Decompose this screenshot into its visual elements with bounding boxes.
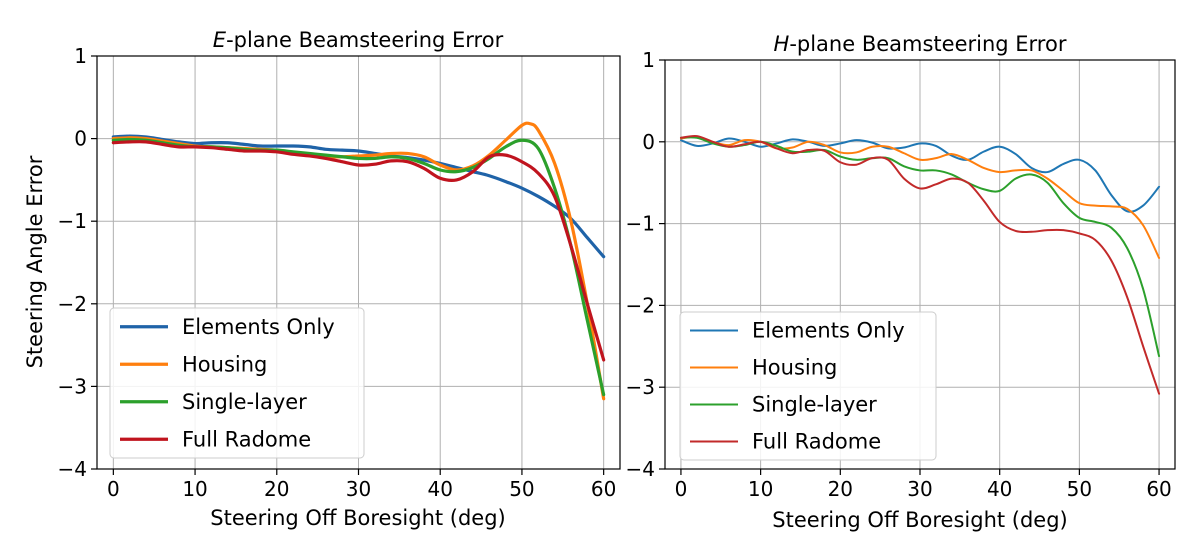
h-plane-x-tick-label: 30: [907, 477, 932, 501]
h-plane-chart-title: H-plane Beamsteering Error: [774, 32, 1067, 56]
e-plane-chart: E-plane Beamsteering Error Steering Off …: [23, 28, 621, 530]
e-plane-y-tick-label: 0: [74, 127, 87, 151]
h-plane-y-tick-label: −2: [626, 293, 655, 317]
e-plane-legend-label-full-radome: Full Radome: [182, 427, 311, 451]
h-plane-title-rest: -plane Beamsteering Error: [789, 32, 1067, 56]
e-plane-legend-box: [109, 307, 365, 459]
e-plane-y-tick-label: −3: [58, 374, 87, 398]
e-plane-x-tick-label: 40: [427, 477, 452, 501]
h-plane-title-prefix: H: [774, 32, 790, 56]
e-plane-series-elements-only: [111, 134, 606, 259]
e-plane-legend: Elements Only Housing Single-layer Full Rad…: [109, 307, 365, 459]
e-plane-x-tick-label: 60: [591, 477, 616, 501]
h-plane-x-tick-label: 60: [1146, 477, 1171, 501]
e-plane-x-tick-label: 0: [107, 477, 120, 501]
h-plane-y-tick-label: −1: [626, 212, 655, 236]
e-plane-x-tick-label: 20: [264, 477, 289, 501]
e-plane-series-group: [111, 121, 606, 401]
e-plane-x-tick-label: 50: [509, 477, 534, 501]
e-plane-y-axis-label: Steering Angle Error: [23, 155, 47, 368]
h-plane-y-tick-label: −4: [626, 457, 655, 481]
h-plane-legend: Elements Only Housing Single-layer Full Rad…: [679, 311, 937, 461]
h-plane-series-elements-only: [679, 137, 1161, 213]
e-plane-y-tick-label: −2: [58, 292, 87, 316]
e-plane-x-tick-label: 30: [346, 477, 371, 501]
e-plane-x-axis-label: Steering Off Boresight (deg): [210, 506, 506, 530]
e-plane-legend-label-elements-only: Elements Only: [182, 315, 335, 339]
h-plane-x-tick-label: 40: [987, 477, 1012, 501]
e-plane-y-tick-label: −1: [58, 209, 87, 233]
e-plane-series-full-radome: [111, 140, 606, 362]
h-plane-x-tick-label: 20: [828, 477, 853, 501]
e-plane-y-tick-label: 1: [74, 44, 87, 68]
h-plane-legend-label-elements-only: Elements Only: [752, 319, 905, 343]
h-plane-x-tick-label: 50: [1067, 477, 1092, 501]
e-plane-x-tick-label: 10: [182, 477, 207, 501]
e-plane-title-prefix: E: [213, 28, 227, 52]
h-plane-legend-label-single-layer: Single-layer: [752, 393, 877, 417]
h-plane-legend-label-housing: Housing: [752, 356, 837, 380]
h-plane-y-tick-label: −3: [626, 375, 655, 399]
e-plane-chart-title: E-plane Beamsteering Error: [213, 28, 504, 52]
h-plane-y-tick-label: 0: [642, 130, 655, 154]
h-plane-legend-box: [679, 311, 937, 461]
h-plane-series-group: [679, 134, 1161, 395]
e-plane-title-rest: -plane Beamsteering Error: [226, 28, 504, 52]
e-plane-y-tick-label: −4: [58, 457, 87, 481]
h-plane-x-tick-label: 0: [675, 477, 688, 501]
e-plane-legend-label-single-layer: Single-layer: [182, 390, 307, 414]
h-plane-x-tick-label: 10: [748, 477, 773, 501]
h-plane-y-tick-label: 1: [642, 48, 655, 72]
h-plane-x-axis-label: Steering Off Boresight (deg): [772, 508, 1068, 532]
e-plane-legend-label-housing: Housing: [182, 352, 267, 376]
h-plane-chart: H-plane Beamsteering Error Steering Off …: [626, 32, 1176, 532]
h-plane-legend-label-full-radome: Full Radome: [752, 430, 881, 454]
h-plane-series-full-radome: [679, 134, 1161, 395]
